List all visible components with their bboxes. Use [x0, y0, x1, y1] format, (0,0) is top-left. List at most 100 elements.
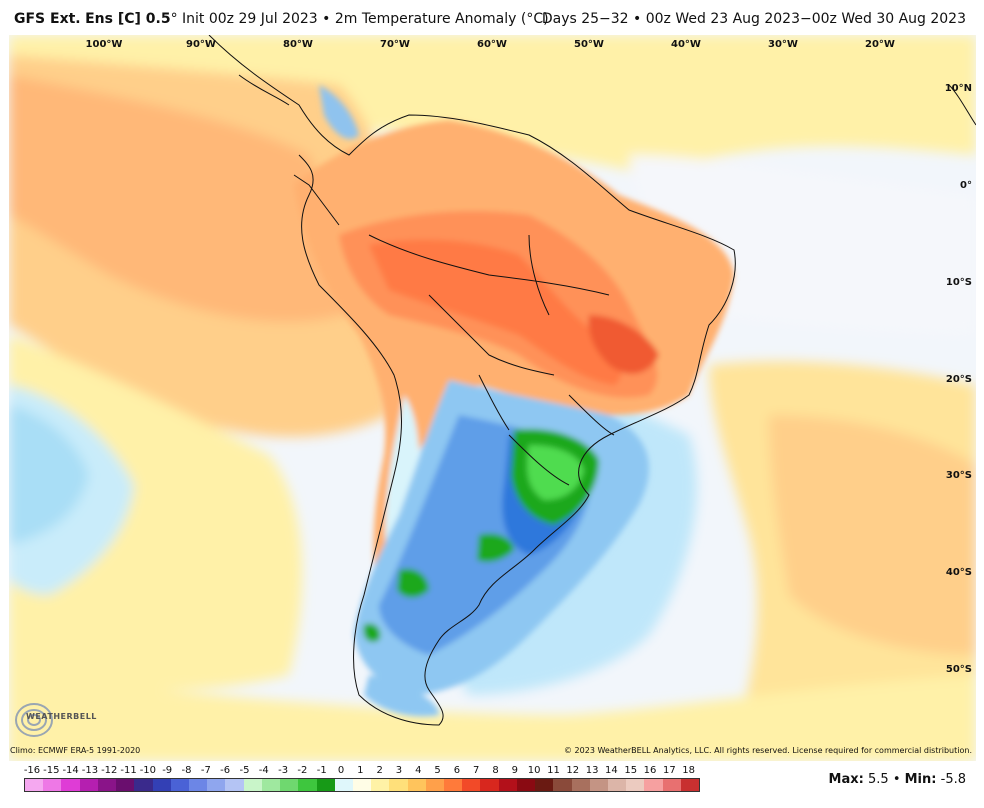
colorbar-swatch	[462, 779, 481, 791]
colorbar-tick-label: 8	[492, 765, 499, 776]
colorbar-tick-label: -3	[278, 765, 289, 776]
ens-label: Ens [C] 0.5	[85, 11, 171, 27]
copyright-note: © 2023 WeatherBELL Analytics, LLC. All r…	[564, 746, 972, 755]
lat-label: 50°S	[946, 664, 972, 675]
colorbar-swatch	[334, 779, 353, 791]
colorbar-tick-label: 10	[527, 765, 541, 776]
lat-label: 30°S	[946, 470, 972, 481]
field-name: 2m Temperature Anomaly (°C)	[334, 11, 549, 27]
colorbar-swatch	[425, 779, 445, 791]
min-label: Min:	[904, 772, 937, 787]
lon-label: 90°W	[186, 39, 216, 50]
colorbar-tick-label: -9	[162, 765, 173, 776]
lon-label: 70°W	[380, 39, 410, 50]
colorbar-swatch	[280, 779, 299, 791]
lon-label: 40°W	[671, 39, 701, 50]
colorbar-tick-label: -10	[139, 765, 157, 776]
colorbar-swatch	[207, 779, 226, 791]
lon-label: 50°W	[574, 39, 604, 50]
colorbar-swatch	[170, 779, 189, 791]
lon-label: 30°W	[768, 39, 798, 50]
max-min-readout: Max: 5.5 • Min: -5.8	[829, 772, 966, 787]
colorbar-swatch	[608, 779, 627, 791]
lat-label: 20°S	[946, 374, 972, 385]
lon-label: 60°W	[477, 39, 507, 50]
colorbar-tick-label: 5	[434, 765, 441, 776]
colorbar-swatch	[316, 779, 335, 791]
colorbar-swatch	[25, 779, 44, 791]
colorbar-tick-labels: -16 -15 -14 -13 -12 -11 -10 -9 -8 -7 -6 -5 -4 -3 -2 -1 0…	[18, 765, 708, 777]
colorbar-swatch	[225, 779, 244, 791]
colorbar-swatch	[243, 779, 262, 791]
min-value: -5.8	[940, 772, 966, 787]
colorbar-swatch	[79, 779, 98, 791]
colorbar	[24, 778, 700, 792]
colorbar-swatch	[116, 779, 135, 791]
colorbar-tick-label: -12	[101, 765, 118, 776]
colorbar-tick-label: -2	[297, 765, 308, 776]
continent-field	[294, 85, 734, 717]
colorbar-tick-label: 7	[473, 765, 480, 776]
model-name: GFS Ext.	[14, 11, 81, 27]
colorbar-tick-label: -15	[43, 765, 60, 776]
map-canvas: 100°W 90°W 80°W 70°W 60°W 50°W 40°W 30°W…	[9, 35, 976, 761]
colorbar-swatch	[298, 779, 317, 791]
max-min-separator: •	[892, 772, 901, 787]
lon-label: 80°W	[283, 39, 313, 50]
colorbar-swatch	[188, 779, 208, 791]
colorbar-swatch	[444, 779, 463, 791]
colorbar-tick-label: -13	[81, 765, 99, 776]
colorbar-swatch	[498, 779, 517, 791]
degree-symbol: °	[170, 11, 178, 27]
colorbar-tick-label: 9	[511, 765, 519, 776]
colorbar-swatch	[516, 779, 536, 791]
colorbar-tick-label: 13	[585, 765, 599, 776]
weatherbell-logo-icon	[15, 703, 53, 737]
colorbar-tick-label: -11	[120, 765, 137, 776]
colorbar-tick-label: 17	[662, 765, 676, 776]
colorbar-swatch	[389, 779, 408, 791]
colorbar-swatch	[352, 779, 372, 791]
colorbar-tick-label: 3	[395, 765, 403, 776]
valid-period: Days 25−32 • 00z Wed 23 Aug 2023−00z Wed…	[541, 11, 966, 27]
colorbar-swatch	[680, 779, 700, 791]
colorbar-swatch	[43, 779, 62, 791]
colorbar-tick-label: 2	[376, 765, 383, 776]
colorbar-swatch	[152, 779, 171, 791]
colorbar-tick-label: -14	[62, 765, 79, 776]
colorbar-swatch	[626, 779, 645, 791]
colorbar-swatch	[61, 779, 80, 791]
colorbar-swatch	[371, 779, 390, 791]
colorbar-tick-label: 4	[415, 765, 422, 776]
latitude-labels: 10°N 0° 10°S 20°S 30°S 40°S 50°S	[945, 83, 972, 675]
lat-label: 40°S	[946, 567, 972, 578]
colorbar-tick-label: -1	[316, 765, 327, 776]
colorbar-swatch	[97, 779, 117, 791]
colorbar-swatch	[261, 779, 281, 791]
colorbar-swatch	[571, 779, 590, 791]
colorbar-tick-label: -8	[181, 765, 192, 776]
lat-label: 10°S	[946, 277, 972, 288]
colorbar-tick-label: -5	[239, 765, 250, 776]
anomaly-map: 100°W 90°W 80°W 70°W 60°W 50°W 40°W 30°W…	[9, 35, 976, 761]
coastlines	[208, 35, 976, 726]
lon-label: 20°W	[865, 39, 895, 50]
colorbar-tick-label: 6	[453, 765, 461, 776]
colorbar-swatch	[535, 779, 554, 791]
max-value: 5.5	[867, 772, 889, 787]
longitude-labels: 100°W 90°W 80°W 70°W 60°W 50°W 40°W 30°W…	[86, 39, 895, 50]
colorbar-swatch	[407, 779, 426, 791]
max-label: Max:	[828, 772, 864, 787]
colorbar-tick-label: -7	[200, 765, 211, 776]
chart-title: GFS Ext. Ens [C] 0.5° Init 00z 29 Jul 20…	[14, 11, 549, 27]
colorbar-tick-label: 18	[682, 765, 696, 776]
colorbar-swatch	[480, 779, 499, 791]
lon-label: 100°W	[86, 39, 123, 50]
colorbar-swatch	[553, 779, 572, 791]
logo-text: WEATHERBELL	[26, 712, 97, 721]
colorbar-tick-label: 14	[605, 765, 618, 776]
climo-note: Climo: ECMWF ERA-5 1991-2020	[10, 746, 141, 755]
colorbar-swatch	[662, 779, 681, 791]
colorbar-swatch	[134, 779, 153, 791]
colorbar-swatch	[589, 779, 608, 791]
